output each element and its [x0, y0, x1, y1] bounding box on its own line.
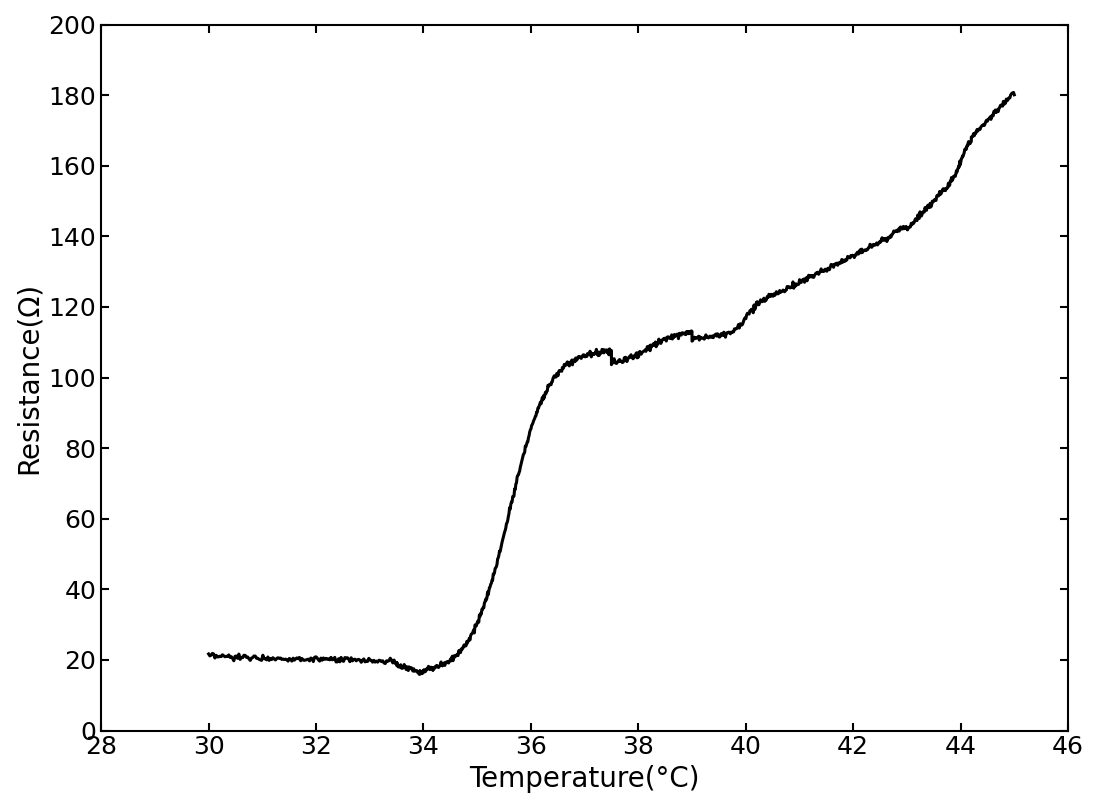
- Y-axis label: Resistance(Ω): Resistance(Ω): [15, 281, 43, 473]
- X-axis label: Temperature(°C): Temperature(°C): [469, 765, 700, 793]
